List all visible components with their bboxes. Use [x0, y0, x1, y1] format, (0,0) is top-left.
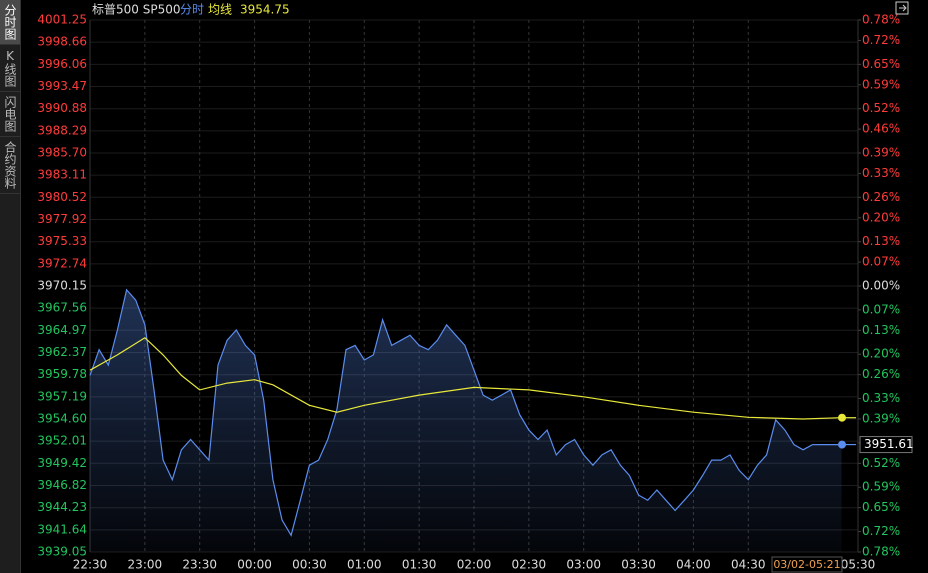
x-tick-label: 04:30	[731, 558, 766, 572]
x-tick-label: 02:30	[512, 558, 547, 572]
y-tick-label: 4001.25	[37, 13, 87, 27]
y2-tick-label: 0.07%	[862, 255, 900, 269]
x-tick-label: 22:30	[73, 558, 108, 572]
y-tick-label: 3952.01	[37, 434, 87, 448]
y2-tick-label: 0.65%	[862, 500, 900, 514]
y2-tick-label: 0.39%	[862, 146, 900, 160]
y-tick-label: 3959.78	[37, 367, 87, 381]
y2-tick-label: 0.72%	[862, 33, 900, 47]
x-tick-label: 23:30	[182, 558, 217, 572]
x-tick-label: 00:30	[292, 558, 327, 572]
ma-value: 3954.75	[240, 3, 290, 17]
x-tick-label: 02:00	[457, 558, 492, 572]
y-tick-label: 3939.05	[37, 545, 87, 559]
y2-tick-label: 0.78%	[862, 545, 900, 559]
end-dot	[838, 413, 846, 422]
y-tick-label: 3964.97	[37, 323, 87, 337]
chart-title: 标普500 SP500	[92, 3, 180, 17]
y-tick-label: 3946.82	[37, 478, 87, 492]
y-tick-label: 3988.29	[37, 123, 87, 137]
y2-tick-label: 0.33%	[862, 166, 900, 180]
y2-tick-label: 0.46%	[862, 122, 900, 136]
y2-tick-label: 0.26%	[862, 367, 900, 381]
y2-tick-label: 0.07%	[862, 302, 900, 316]
x-tick-label: 00:00	[237, 558, 272, 572]
y-tick-label: 3972.74	[37, 256, 87, 270]
y-tick-label: 3990.88	[37, 101, 87, 115]
legend-entry: 分时	[180, 3, 204, 17]
y-tick-label: 3977.92	[37, 212, 87, 226]
y2-tick-label: 0.52%	[862, 456, 900, 470]
exit-icon[interactable]	[895, 1, 909, 15]
y-tick-label: 3941.64	[37, 522, 87, 536]
y2-tick-label: 0.26%	[862, 190, 900, 204]
y2-tick-label: 0.00%	[862, 279, 900, 293]
sidebar: 分时图 K线图 闪电图 合约资料	[0, 0, 21, 573]
y-tick-label: 3998.66	[37, 35, 87, 49]
ma-line	[89, 336, 842, 420]
legend-entry: 均线	[208, 3, 232, 17]
x-tick-label: 01:30	[402, 558, 437, 572]
y2-tick-label: 0.78%	[862, 13, 900, 27]
sidebar-tab[interactable]: 合约资料	[0, 137, 20, 194]
y-tick-label: 3993.47	[37, 79, 87, 93]
y2-tick-label: 0.20%	[862, 347, 900, 361]
y2-tick-label: 0.20%	[862, 210, 900, 224]
y2-tick-label: 0.39%	[862, 412, 900, 426]
y-tick-label: 3944.23	[37, 500, 87, 514]
y-tick-label: 3967.56	[37, 301, 87, 315]
sidebar-tab[interactable]: K线图	[0, 45, 20, 92]
last-price-label: 3951.61	[864, 437, 914, 451]
date-box	[771, 556, 843, 573]
end-dot	[838, 440, 846, 449]
price-area	[90, 289, 842, 552]
x-tick-label: 03:30	[621, 558, 656, 572]
y-tick-label: 3985.70	[37, 146, 87, 160]
y2-tick-label: 0.72%	[862, 524, 900, 538]
y2-tick-label: 0.65%	[862, 57, 900, 71]
x-tick-label: 01:00	[347, 558, 382, 572]
y-tick-label: 3983.11	[37, 168, 87, 182]
date-label: 03/02-05:21	[773, 558, 840, 571]
sidebar-tab[interactable]: 分时图	[0, 0, 20, 45]
x-tick-label: 04:00	[676, 558, 711, 572]
x-tick-label: 03:00	[566, 558, 601, 572]
y-tick-label: 3980.52	[37, 190, 87, 204]
y-tick-label: 3975.33	[37, 234, 87, 248]
sidebar-tab[interactable]: 闪电图	[0, 92, 20, 137]
y-tick-label: 3970.15	[37, 279, 87, 293]
y-tick-label: 3957.19	[37, 389, 87, 403]
y-tick-label: 3949.42	[37, 456, 87, 470]
y2-tick-label: 0.13%	[862, 323, 900, 337]
x-tick-label: 23:00	[128, 558, 163, 572]
y-tick-label: 3954.60	[37, 412, 87, 426]
price-line	[89, 288, 842, 537]
exit-icon-arrow	[899, 4, 907, 12]
y-tick-label: 3962.37	[37, 345, 87, 359]
last-price-box	[859, 436, 913, 454]
y2-tick-label: 0.59%	[862, 77, 900, 91]
y2-tick-label: 0.33%	[862, 391, 900, 405]
x-tick-label: 05:30	[841, 558, 876, 572]
y-tick-label: 3996.06	[37, 57, 87, 71]
y2-tick-label: 0.52%	[862, 101, 900, 115]
y2-tick-label: 0.59%	[862, 480, 900, 494]
y2-tick-label: 0.13%	[862, 234, 900, 248]
